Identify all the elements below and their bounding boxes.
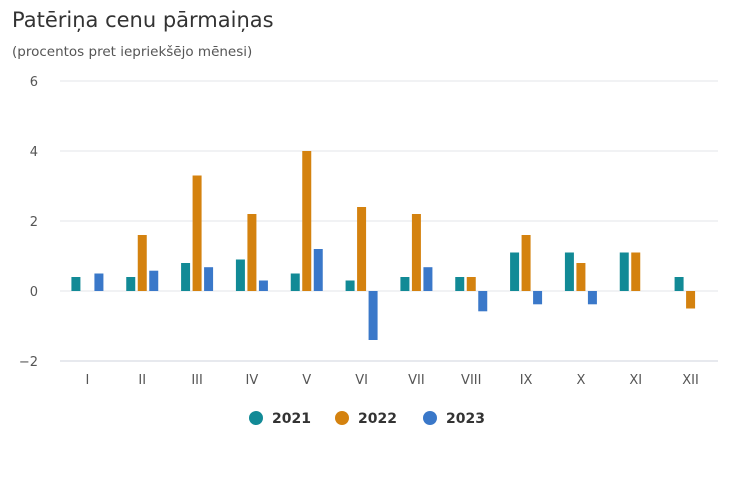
bar-2023-V bbox=[313, 249, 323, 291]
x-tick-label: III bbox=[191, 373, 203, 388]
y-axis-ticks: −2 0 2 4 6 bbox=[19, 75, 38, 370]
bar-2022-VIII bbox=[466, 277, 476, 291]
bar-2021-V bbox=[290, 273, 300, 291]
legend-marker bbox=[249, 411, 263, 425]
bar-2021-VIII bbox=[455, 277, 465, 291]
x-tick-label: I bbox=[85, 373, 89, 388]
bar-2023-VIII bbox=[478, 291, 488, 312]
bar-2022-XI bbox=[631, 252, 641, 291]
bar-2022-VI bbox=[357, 207, 367, 291]
bar-2023-VII bbox=[423, 267, 433, 291]
bar-2023-II bbox=[149, 270, 159, 291]
y-tick-label: 4 bbox=[30, 145, 38, 160]
x-tick-label: VII bbox=[408, 373, 425, 388]
legend-label: 2022 bbox=[358, 411, 397, 427]
bar-2021-VII bbox=[400, 277, 410, 291]
bar-2022-X bbox=[576, 263, 586, 291]
bar-2021-XII bbox=[674, 277, 684, 291]
x-tick-label: IV bbox=[246, 373, 259, 388]
bar-2022-III bbox=[192, 175, 202, 291]
bar-2022-IV bbox=[247, 214, 257, 291]
x-tick-label: X bbox=[576, 373, 585, 388]
legend-marker bbox=[423, 411, 437, 425]
x-tick-label: V bbox=[302, 373, 311, 388]
legend-marker bbox=[335, 411, 349, 425]
bar-2021-III bbox=[181, 263, 191, 291]
chart-title: Patēriņa cenu pārmaiņas bbox=[12, 8, 274, 32]
bar-2023-VI bbox=[368, 291, 378, 340]
y-tick-label: −2 bbox=[19, 355, 38, 370]
bar-2021-VI bbox=[345, 280, 355, 291]
bar-2022-V bbox=[302, 151, 312, 291]
bar-2023-III bbox=[204, 267, 214, 291]
x-tick-label: II bbox=[138, 373, 146, 388]
x-tick-label: XII bbox=[682, 373, 699, 388]
legend-item-2021[interactable]: 2021 bbox=[249, 411, 311, 427]
legend-item-2023[interactable]: 2023 bbox=[423, 411, 485, 427]
legend[interactable]: 2021 2022 2023 bbox=[249, 411, 485, 427]
legend-item-2022[interactable]: 2022 bbox=[335, 411, 397, 427]
legend-label: 2021 bbox=[272, 411, 311, 427]
bar-2023-IX bbox=[533, 291, 543, 305]
bar-2021-XI bbox=[619, 252, 629, 291]
chart-subtitle: (procentos pret iepriekšējo mēnesi) bbox=[12, 44, 253, 60]
bar-2022-XII bbox=[686, 291, 696, 309]
bar-2021-I bbox=[71, 277, 81, 291]
legend-label: 2023 bbox=[446, 411, 485, 427]
x-axis-ticks: I II III IV V VI VII VIII IX X XI XII bbox=[85, 373, 698, 388]
bar-2023-IV bbox=[258, 280, 268, 291]
x-tick-label: XI bbox=[629, 373, 642, 388]
bar-2021-IX bbox=[510, 252, 520, 291]
x-tick-label: IX bbox=[520, 373, 533, 388]
bar-2022-IX bbox=[521, 235, 531, 291]
bar-2021-X bbox=[564, 252, 574, 291]
bar-2022-II bbox=[137, 235, 147, 291]
y-tick-label: 6 bbox=[30, 75, 38, 90]
bar-2023-I bbox=[94, 273, 104, 291]
bar-2022-VII bbox=[411, 214, 421, 291]
bars bbox=[71, 151, 696, 340]
bar-2023-X bbox=[587, 291, 597, 305]
x-tick-label: VIII bbox=[461, 373, 481, 388]
y-tick-label: 0 bbox=[30, 285, 38, 300]
y-tick-label: 2 bbox=[30, 215, 38, 230]
bar-2021-II bbox=[126, 277, 136, 291]
grid-lines bbox=[60, 80, 718, 362]
x-tick-label: VI bbox=[355, 373, 368, 388]
bar-2021-IV bbox=[235, 259, 245, 291]
